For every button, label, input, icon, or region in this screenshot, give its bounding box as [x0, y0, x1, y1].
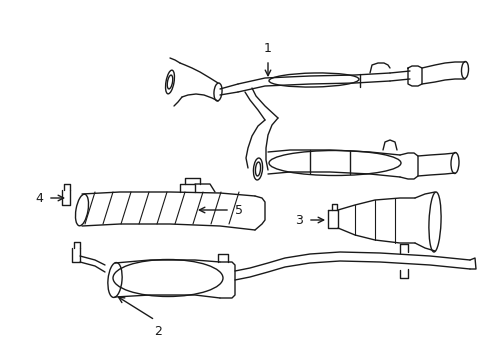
Text: 3: 3 [295, 213, 303, 226]
Text: 1: 1 [264, 42, 271, 55]
Text: 5: 5 [235, 203, 243, 216]
Text: 4: 4 [35, 192, 43, 204]
Text: 2: 2 [154, 325, 162, 338]
